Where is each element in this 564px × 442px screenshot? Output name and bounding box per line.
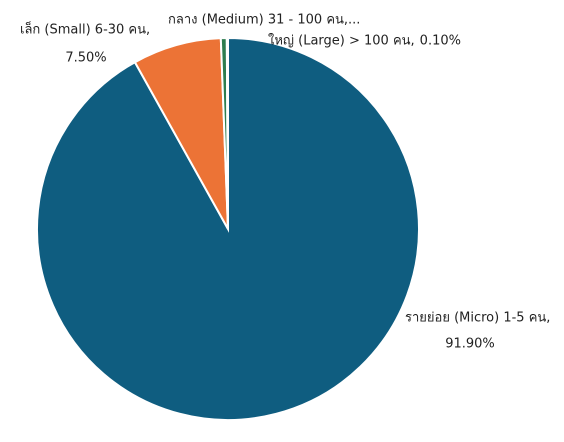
value-label: 7.50% [65,51,106,66]
slice-label: เล็ก (Small) 6-30 คน, [20,20,150,38]
value-label: 0.10% [420,34,461,49]
slice-label: กลาง (Medium) 31 - 100 คน,... [168,13,360,28]
value-label: 91.90% [445,337,495,352]
slice-label: รายย่อย (Micro) 1-5 คน, [405,311,550,326]
pie-slice [225,36,229,230]
slice-label: ใหญ่ (Large) > 100 คน, [268,33,415,49]
